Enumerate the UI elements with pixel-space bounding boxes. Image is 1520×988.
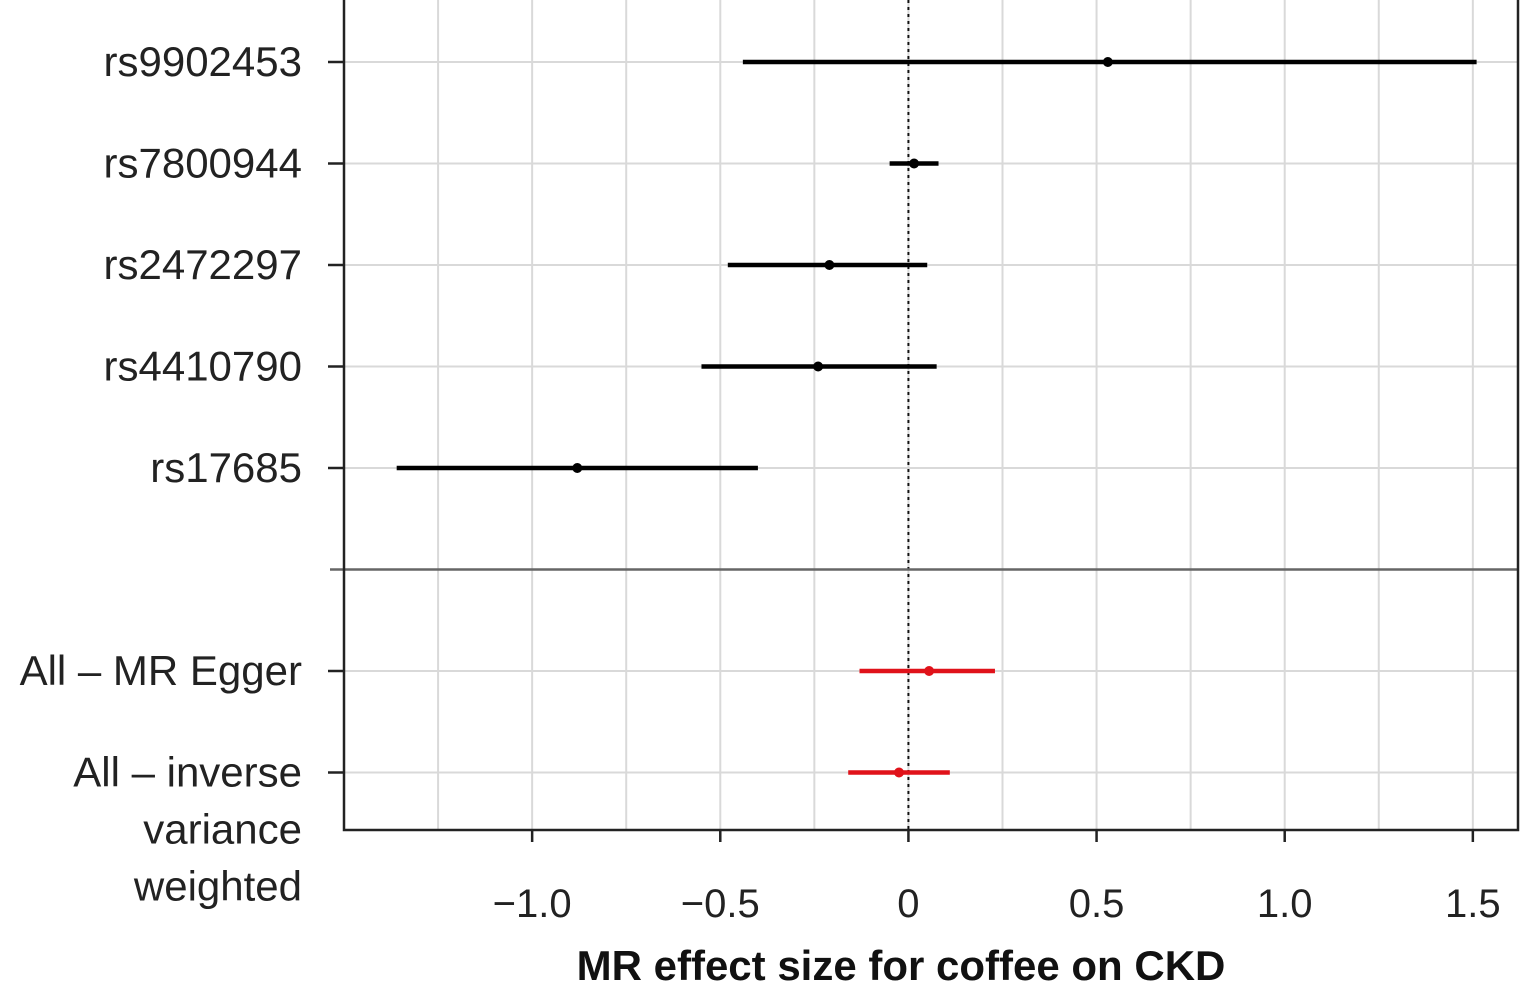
x-axis-title: MR effect size for coffee on CKD — [577, 942, 1226, 988]
point-estimate — [924, 666, 935, 676]
x-tick-label: −1.0 — [493, 882, 572, 926]
x-tick-label: 1.0 — [1257, 882, 1313, 926]
y-tick-label: rs4410790 — [104, 343, 303, 390]
x-axis: −1.0 −0.5 0 0.5 1.0 1.5 — [493, 830, 1501, 926]
y-tick-label: rs17685 — [150, 444, 302, 491]
y-axis: rs9902453 rs7800944 rs2472297 rs4410790 rs17… — [20, 38, 344, 910]
y-tick-label: rs7800944 — [104, 140, 303, 187]
y-tick-label: rs2472297 — [104, 241, 303, 288]
x-tick-label: 0.5 — [1069, 882, 1125, 926]
x-tick-label: 0 — [897, 882, 919, 926]
point-estimate — [813, 361, 824, 372]
point-estimate — [894, 767, 905, 778]
y-tick-label: weighted — [133, 863, 302, 910]
y-tick-label: All – inverse — [73, 749, 302, 796]
point-estimate — [909, 158, 920, 169]
y-tick-label: All – MR Egger — [20, 647, 302, 694]
x-tick-label: −0.5 — [681, 882, 760, 926]
point-estimate — [824, 260, 835, 270]
point-estimate — [572, 463, 583, 473]
point-estimate — [1102, 57, 1113, 67]
x-tick-label: 1.5 — [1445, 882, 1501, 926]
estimate-marks — [396, 57, 1477, 778]
y-tick-label: rs9902453 — [104, 38, 303, 85]
plot-frame — [342, 0, 1520, 832]
y-tick-label: variance — [143, 806, 302, 853]
grid-lines — [344, 0, 1518, 830]
